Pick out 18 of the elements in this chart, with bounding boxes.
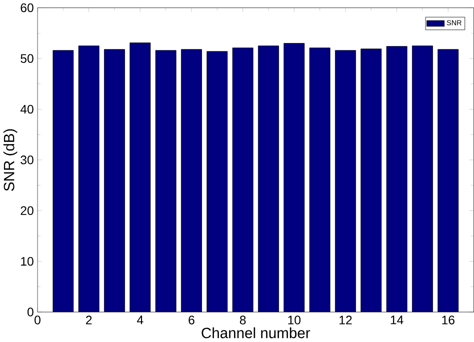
x-tick-label: 0 <box>34 316 40 325</box>
x-tick-label: 2 <box>86 316 92 324</box>
x-tick-label: 8 <box>240 316 246 325</box>
y-axis-title: SNR (dB) <box>3 129 18 192</box>
x-tick-label: 16 <box>442 316 454 325</box>
x-tick-label: 12 <box>340 316 352 324</box>
y-tick-label: 10 <box>21 257 34 266</box>
y-tick-label: 0 <box>28 308 34 317</box>
x-tick-label: 4 <box>137 316 144 324</box>
y-tick-label: 60 <box>20 4 34 12</box>
x-tick-label: 14 <box>390 316 404 324</box>
y-tick-label: 50 <box>20 54 34 64</box>
x-axis-title: Channel number <box>202 328 310 338</box>
x-tick-label: 10 <box>288 316 301 325</box>
y-tick-label: 30 <box>20 156 34 164</box>
y-tick-label: 40 <box>20 105 34 114</box>
y-tick-label: 20 <box>20 206 34 216</box>
x-tick-label: 6 <box>188 316 194 325</box>
